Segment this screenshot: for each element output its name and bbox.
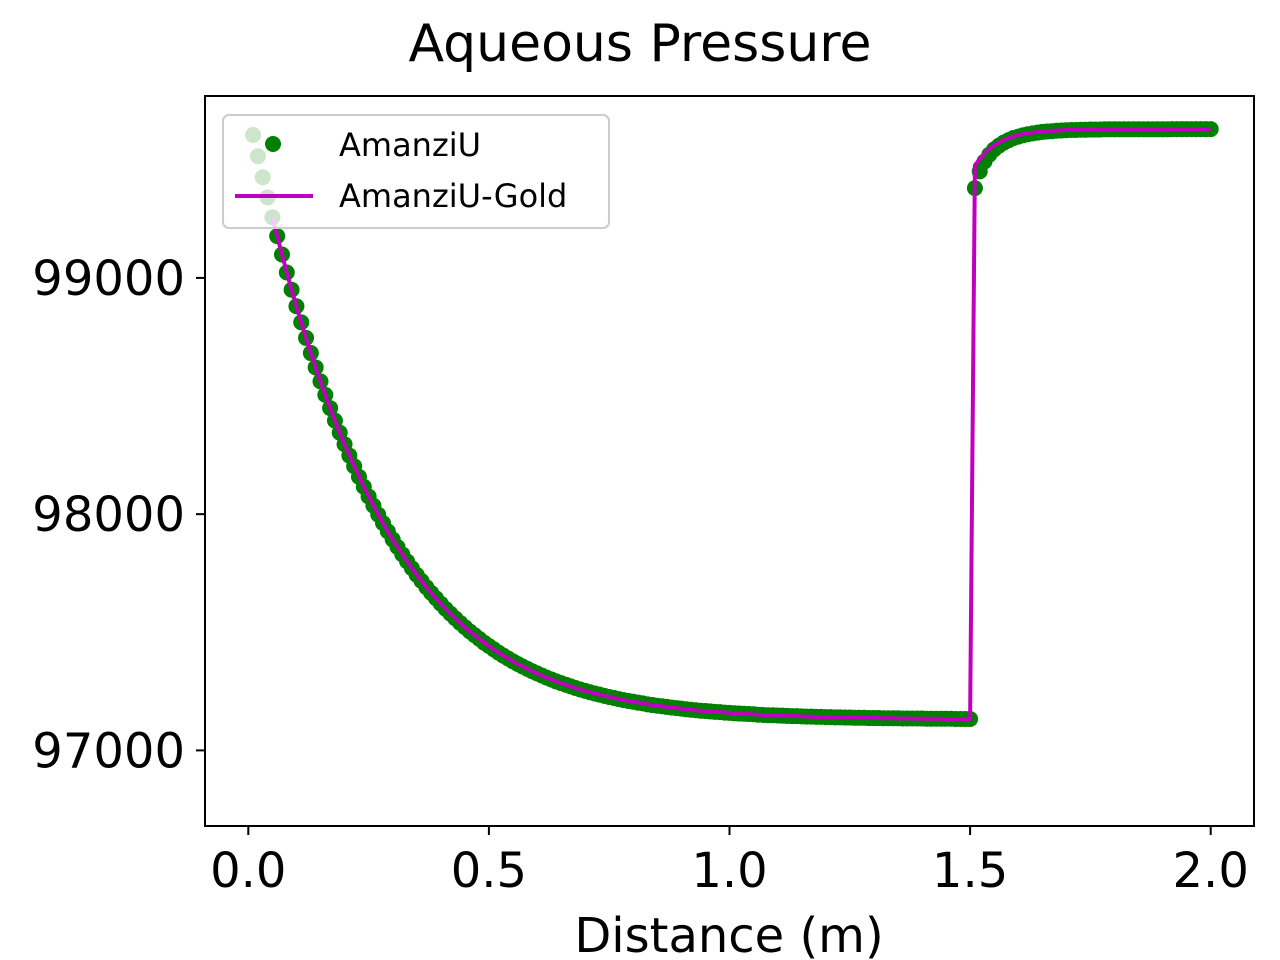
legend-marker-amanziu: [265, 136, 281, 152]
x-axis: 0.0 0.5 1.0 1.5 2.0: [210, 826, 1249, 899]
x-tick-label: 1.0: [691, 843, 767, 899]
y-tick-label: 99000: [32, 251, 185, 307]
legend: AmanziU AmanziU-Gold: [222, 114, 610, 229]
y-tick-label: 98000: [32, 487, 185, 543]
legend-frame: [222, 114, 610, 229]
x-tick-label: 2.0: [1173, 843, 1249, 899]
chart-title: Aqueous Pressure: [408, 14, 871, 74]
series-amanziu-gold-line: [270, 127, 1211, 721]
x-tick-label: 1.5: [932, 843, 1008, 899]
legend-label-amanziu: AmanziU: [339, 126, 481, 164]
x-axis-label: Distance (m): [574, 908, 883, 960]
x-tick-label: 0.0: [210, 843, 286, 899]
y-axis: 97000 98000 99000: [32, 251, 205, 779]
y-tick-label: 97000: [32, 723, 185, 779]
x-tick-label: 0.5: [451, 843, 527, 899]
legend-label-amanziu-gold: AmanziU-Gold: [339, 177, 567, 215]
